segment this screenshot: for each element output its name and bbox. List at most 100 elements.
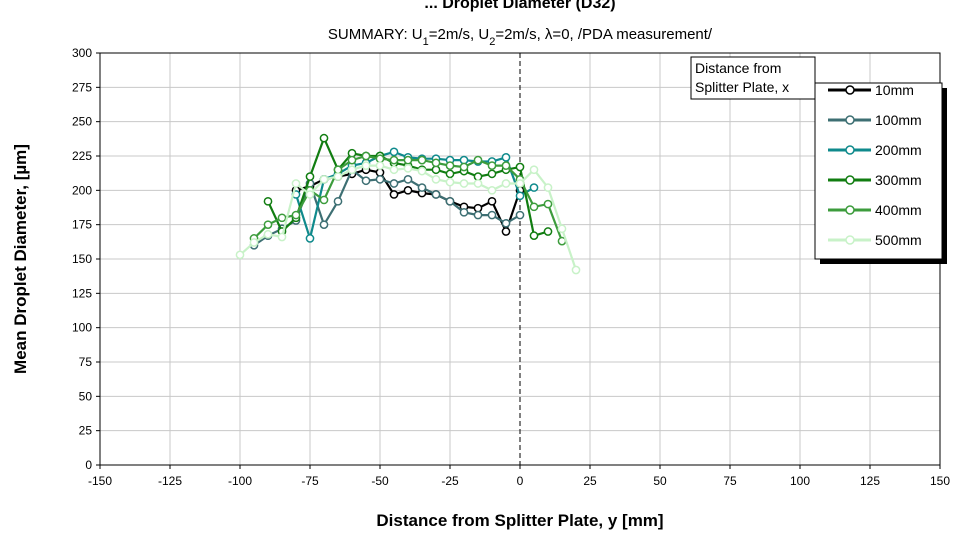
data-point bbox=[543, 199, 553, 209]
series-400mm bbox=[249, 151, 567, 246]
data-point bbox=[347, 155, 357, 165]
legend-title-line-2: Splitter Plate, x bbox=[695, 79, 789, 95]
legend-label: 500mm bbox=[875, 232, 922, 248]
x-tick-label: 100 bbox=[790, 474, 810, 488]
data-point bbox=[487, 210, 497, 220]
data-point bbox=[417, 166, 427, 176]
legend-item-400mm: 400mm bbox=[828, 202, 922, 218]
y-tick-label: 100 bbox=[72, 321, 92, 335]
y-tick-label: 75 bbox=[79, 355, 93, 369]
data-point bbox=[501, 227, 511, 236]
data-point bbox=[277, 232, 287, 242]
data-point bbox=[249, 238, 259, 247]
data-point bbox=[459, 179, 469, 188]
legend-item-500mm: 500mm bbox=[828, 232, 922, 248]
data-point bbox=[333, 196, 343, 206]
data-point bbox=[291, 210, 301, 220]
legend: Distance from Splitter Plate, x 10mm 100m… bbox=[690, 56, 947, 264]
x-tick-label: 50 bbox=[653, 474, 667, 488]
data-point bbox=[459, 162, 469, 172]
data-point bbox=[333, 172, 343, 181]
data-point bbox=[389, 155, 399, 165]
y-tick-label: 300 bbox=[72, 46, 92, 60]
chart-title: ... Droplet Diameter (D32) bbox=[424, 0, 615, 12]
legend-swatch-marker bbox=[845, 175, 855, 185]
data-point bbox=[305, 172, 315, 181]
y-tick-label: 225 bbox=[72, 149, 92, 163]
legend-item-100mm: 100mm bbox=[828, 112, 922, 128]
data-point bbox=[529, 183, 539, 192]
legend-label: 300mm bbox=[875, 172, 922, 188]
data-point bbox=[473, 179, 483, 188]
data-point bbox=[459, 207, 469, 217]
x-tick-label: 0 bbox=[517, 474, 524, 488]
legend-items: 10mm 100mm 200mm 300mm 400mm 500mm bbox=[828, 82, 922, 248]
data-point bbox=[235, 250, 245, 260]
data-point bbox=[473, 155, 483, 165]
x-tick-label: -125 bbox=[158, 474, 182, 488]
x-tick-label: -150 bbox=[88, 474, 112, 488]
data-point bbox=[431, 174, 441, 184]
y-tick-label: 150 bbox=[72, 252, 92, 266]
data-point bbox=[305, 234, 315, 243]
x-tick-label: 125 bbox=[860, 474, 880, 488]
data-point bbox=[431, 158, 441, 168]
data-point bbox=[389, 147, 399, 157]
data-point bbox=[389, 190, 399, 199]
y-tick-label: 175 bbox=[72, 218, 92, 232]
data-point bbox=[515, 162, 525, 172]
data-point bbox=[361, 176, 371, 186]
data-point bbox=[403, 164, 413, 173]
series-500mm bbox=[235, 161, 581, 275]
data-point bbox=[403, 174, 413, 184]
legend-swatch-marker bbox=[845, 205, 855, 215]
data-point bbox=[445, 196, 455, 206]
data-point bbox=[319, 195, 329, 205]
legend-label: 400mm bbox=[875, 202, 922, 218]
data-point bbox=[263, 196, 273, 206]
data-point bbox=[403, 155, 413, 165]
data-point bbox=[319, 220, 329, 230]
data-point bbox=[445, 161, 455, 170]
data-point bbox=[501, 153, 511, 162]
chart-subtitle: SUMMARY: U1=2m/s, U2=2m/s, λ=0, /PDA mea… bbox=[328, 26, 713, 48]
data-point bbox=[375, 174, 385, 184]
data-point bbox=[361, 161, 371, 170]
y-tick-label: 275 bbox=[72, 80, 92, 94]
data-series bbox=[235, 133, 581, 275]
legend-swatch-marker bbox=[845, 85, 855, 95]
data-point bbox=[515, 210, 525, 220]
y-tick-label: 250 bbox=[72, 115, 92, 129]
x-axis-title: Distance from Splitter Plate, y [mm] bbox=[376, 511, 663, 530]
y-tick-label: 50 bbox=[79, 389, 93, 403]
series-100mm bbox=[249, 165, 525, 250]
data-point bbox=[571, 265, 581, 275]
data-point bbox=[319, 174, 329, 184]
data-point bbox=[263, 220, 273, 230]
data-point bbox=[445, 169, 455, 179]
data-point bbox=[417, 155, 427, 165]
data-point bbox=[543, 227, 553, 236]
y-tick-label: 25 bbox=[79, 424, 93, 438]
data-point bbox=[431, 190, 441, 199]
data-point bbox=[487, 169, 497, 179]
x-tick-label: 75 bbox=[723, 474, 737, 488]
data-point bbox=[487, 196, 497, 206]
data-point bbox=[319, 133, 329, 143]
legend-box bbox=[814, 82, 943, 260]
y-tick-label: 0 bbox=[85, 458, 92, 472]
x-tick-label: 25 bbox=[583, 474, 597, 488]
legend-title-line-1: Distance from bbox=[695, 60, 781, 76]
x-tick-label: -100 bbox=[228, 474, 252, 488]
data-point bbox=[347, 165, 357, 175]
legend-item-200mm: 200mm bbox=[828, 142, 922, 158]
y-tick-label: 200 bbox=[72, 183, 92, 197]
data-point bbox=[263, 229, 273, 239]
y-axis-title: Mean Droplet Diameter, [µm] bbox=[11, 144, 30, 374]
x-tick-label: 150 bbox=[930, 474, 950, 488]
legend-swatch-marker bbox=[845, 235, 855, 245]
data-point bbox=[515, 179, 525, 188]
legend-item-10mm: 10mm bbox=[828, 82, 914, 98]
data-point bbox=[487, 161, 497, 170]
x-tick-label: -25 bbox=[441, 474, 459, 488]
